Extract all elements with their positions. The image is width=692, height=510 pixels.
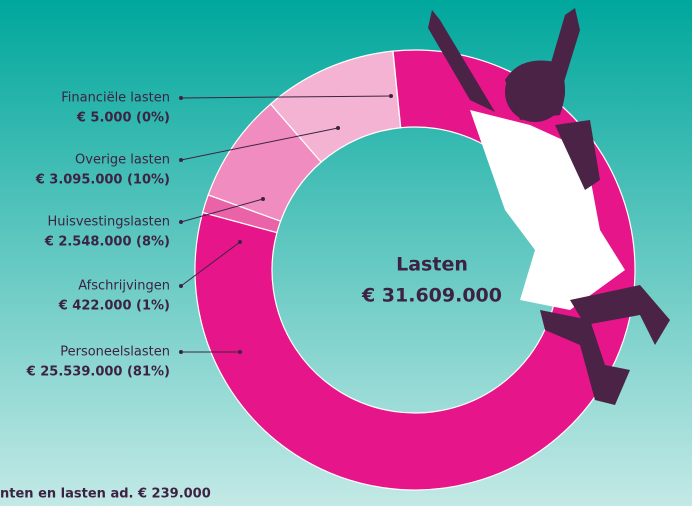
annotation: nten en lasten ad. € 239.000 xyxy=(0,487,211,502)
center-total: € 31.609.000 xyxy=(361,285,502,307)
category-label: Financiële lasten xyxy=(61,91,170,106)
leader-dot xyxy=(336,126,340,130)
leader-dot xyxy=(179,158,183,162)
leader-dot xyxy=(179,220,183,224)
value-label: € 2.548.000 (8%) xyxy=(44,235,170,250)
leader-dot xyxy=(389,94,393,98)
value-label: € 3.095.000 (10%) xyxy=(35,173,170,188)
leader-dot xyxy=(238,240,242,244)
category-label: Personeelslasten xyxy=(60,345,170,360)
leader-dot xyxy=(238,350,242,354)
leader-dot xyxy=(261,197,265,201)
leader-dot xyxy=(179,350,183,354)
center-title: Lasten xyxy=(396,254,468,276)
value-label: € 422.000 (1%) xyxy=(58,299,170,314)
leader-dot xyxy=(179,96,183,100)
leader-dot xyxy=(179,284,183,288)
category-label: Overige lasten xyxy=(75,153,170,168)
illustration xyxy=(428,8,670,405)
labels: Financiële lasten € 5.000 (0%) Overige las… xyxy=(26,91,393,380)
leader-line xyxy=(180,127,339,161)
category-label: Huisvestingslasten xyxy=(47,215,170,230)
leader-line xyxy=(180,95,392,99)
category-label: Afschrijvingen xyxy=(78,279,170,294)
value-label: € 5.000 (0%) xyxy=(76,111,170,126)
leader-line xyxy=(180,241,241,287)
leader-line xyxy=(180,198,264,223)
value-label: € 25.539.000 (81%) xyxy=(26,365,170,380)
